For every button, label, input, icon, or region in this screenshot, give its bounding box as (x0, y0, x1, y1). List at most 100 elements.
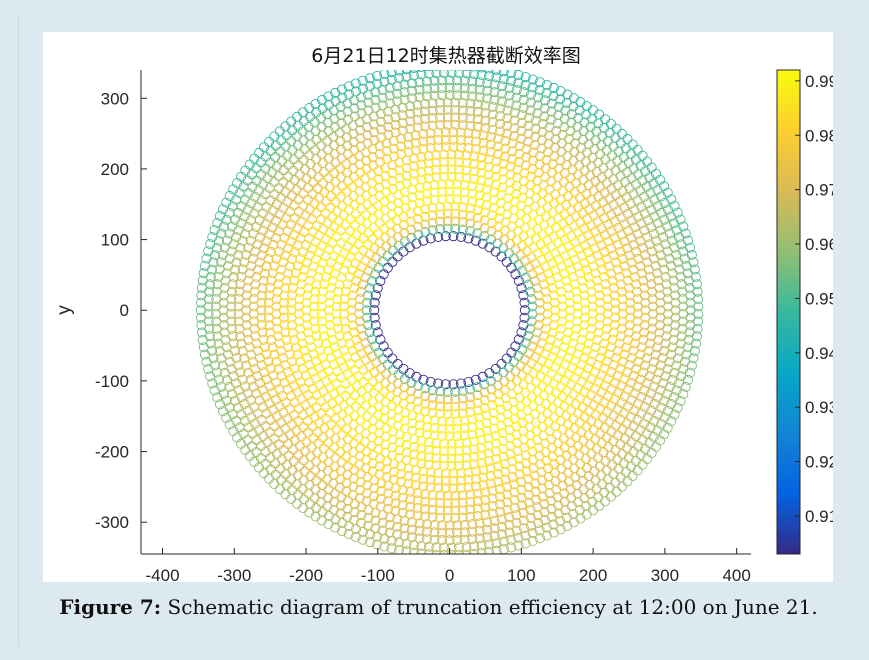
heliostat-point (465, 511, 476, 523)
heliostat-point (485, 131, 496, 142)
heliostat-point (308, 177, 319, 188)
heliostat-point (600, 154, 611, 165)
heliostat-point (409, 168, 420, 179)
heliostat-point (457, 217, 468, 228)
heliostat-point (249, 153, 260, 164)
heliostat-point (318, 177, 329, 189)
heliostat-point (350, 86, 362, 97)
heliostat-point (355, 141, 366, 152)
heliostat-point (482, 85, 493, 96)
heliostat-point (396, 141, 407, 152)
heliostat-point (408, 456, 419, 468)
heliostat-point (516, 484, 527, 495)
heliostat-point (271, 253, 282, 264)
heliostat-point (450, 119, 461, 130)
heliostat-point (403, 131, 414, 142)
heliostat-point (541, 398, 552, 410)
heliostat-point (525, 505, 536, 516)
heliostat-point (369, 475, 380, 486)
heliostat-point (560, 250, 571, 262)
heliostat-point (399, 530, 410, 541)
heliostat-point (472, 205, 483, 216)
heliostat-point (590, 475, 601, 486)
heliostat-point (406, 524, 418, 535)
heliostat-point (472, 220, 483, 231)
heliostat-point (490, 171, 502, 182)
heliostat-point (363, 227, 374, 238)
heliostat-point (245, 235, 256, 246)
heliostat-point (413, 229, 424, 240)
heliostat-point (440, 483, 451, 494)
heliostat-point (520, 72, 531, 83)
heliostat-point (397, 117, 408, 128)
heliostat-point (636, 218, 647, 229)
heliostat-point (271, 356, 282, 367)
heliostat-point (496, 189, 507, 200)
colorbar-tick-label: 0.97 (805, 181, 833, 200)
heliostat-point (502, 201, 513, 212)
heliostat-point (543, 138, 554, 149)
heliostat-point (525, 227, 536, 238)
heliostat-point (372, 327, 383, 338)
heliostat-point (275, 146, 286, 157)
heliostat-point (410, 480, 421, 491)
heliostat-point (356, 406, 367, 417)
heliostat-point (453, 542, 465, 553)
heliostat-point (355, 214, 366, 225)
heliostat-point (468, 436, 480, 447)
heliostat-point (336, 191, 347, 202)
heliostat-point (459, 422, 470, 434)
heliostat-point (658, 429, 670, 440)
heliostat-point (224, 228, 235, 239)
heliostat-point (293, 160, 304, 171)
heliostat-point (513, 540, 524, 551)
heliostat-point (322, 117, 334, 128)
heliostat-point (328, 470, 340, 481)
heliostat-point (414, 525, 425, 536)
heliostat-point (407, 200, 418, 211)
heliostat-point (390, 119, 401, 130)
heliostat-point (330, 87, 341, 98)
heliostat-point (431, 460, 442, 471)
heliostat-point (287, 290, 298, 301)
heliostat-point (525, 105, 536, 116)
heliostat-point (506, 380, 517, 391)
heliostat-point (276, 135, 287, 146)
heliostat-point (479, 395, 490, 406)
heliostat-point (637, 150, 648, 161)
heliostat-point (454, 149, 465, 160)
heliostat-point (390, 104, 401, 115)
heliostat-point (355, 125, 366, 136)
heliostat-point (319, 279, 330, 290)
heliostat-point (534, 84, 545, 96)
heliostat-point (502, 113, 513, 124)
heliostat-point (212, 331, 223, 342)
heliostat-point (387, 245, 399, 256)
heliostat-point (383, 121, 394, 133)
heliostat-point (596, 140, 607, 151)
heliostat-point (316, 308, 327, 320)
heliostat-point (294, 440, 305, 451)
heliostat-point (485, 470, 496, 482)
heliostat-point (381, 154, 393, 165)
heliostat-point (414, 518, 425, 529)
heliostat-point (288, 455, 299, 467)
heliostat-point (318, 443, 329, 454)
heliostat-point (197, 275, 208, 286)
heliostat-point (403, 478, 414, 489)
heliostat-point (245, 374, 256, 385)
heliostat-point (502, 120, 513, 131)
heliostat-point (376, 124, 387, 135)
heliostat-point (539, 103, 550, 114)
heliostat-point (345, 214, 356, 225)
heliostat-point (316, 461, 327, 472)
heliostat-point (228, 184, 239, 195)
heliostat-point (416, 70, 427, 80)
heliostat-point (406, 385, 417, 396)
heliostat-point (405, 494, 416, 505)
heliostat-point (470, 136, 482, 147)
heliostat-point (421, 526, 433, 537)
heliostat-point (446, 149, 457, 160)
heliostat-point (427, 98, 438, 109)
heliostat-point (362, 370, 374, 382)
